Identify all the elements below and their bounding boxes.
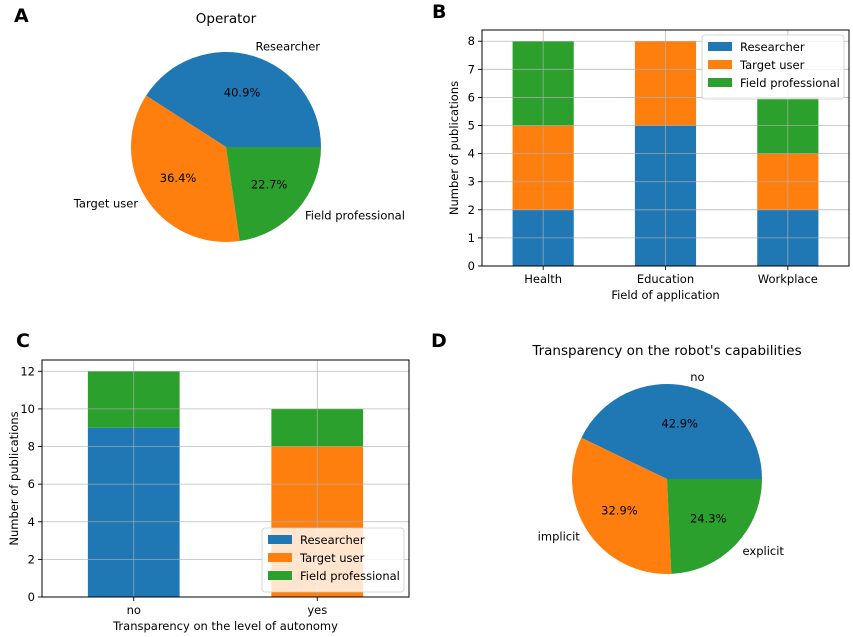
y-tick-label: 6 [28,477,35,491]
legend-label-field-professional: Field professional [300,569,400,583]
pie-slice-no [581,383,762,479]
panel-letter-c: C [16,330,30,352]
x-tick-label: Health [524,272,562,286]
y-tick-label: 8 [28,440,35,454]
stacked-bar-chart-field: 0 1 2 3 4 5 6 7 8 Health Education Workplace Field o… [447,29,850,302]
y-tick-label: 5 [468,119,475,133]
legend-swatch-target-user [268,553,292,562]
legend: Researcher Target user Field professional [701,34,845,100]
y-tick-label: 2 [468,203,475,217]
pie-label-researcher: Researcher [255,40,320,54]
pie-slice-researcher [146,51,321,147]
y-tick-label: 8 [468,34,475,48]
y-tick-label: 6 [468,90,475,104]
x-axis-label: Field of application [611,288,719,302]
pie-percent-label: 40.9% [224,85,261,99]
pie-slice-target-user [131,95,240,243]
chart-title: Transparency on the robot's capabilities [531,343,801,359]
y-tick-label: 2 [28,552,35,566]
legend-swatch-researcher [708,42,732,51]
axes-frame [41,359,410,598]
panel-letter-d: D [431,330,447,352]
legend-swatch-target-user [708,60,732,69]
legend-swatch-researcher [268,535,292,544]
pie-percent-label: 36.4% [160,171,197,185]
panel-letter-a: A [14,5,29,27]
y-tick-label: 7 [468,62,475,76]
pie-slice-field-professional [226,147,321,242]
legend-label-researcher: Researcher [300,533,365,547]
panel-letter-b: B [432,1,446,23]
pie-label-no: no [690,370,704,384]
x-axis-label: Transparency on the level of autonomy [112,619,338,633]
x-tick-label: no [127,603,141,617]
legend-box [261,527,405,593]
pie-percent-label: 42.9% [661,416,698,430]
x-tick-label: yes [307,603,327,617]
pie-label-explicit: explicit [743,544,785,558]
y-tick-label: 10 [20,402,35,416]
pie-percent-label: 22.7% [251,177,288,191]
chart-title: Operator [196,11,257,27]
pie-label-field-professional: Field professional [305,208,405,222]
stacked-bar-chart-autonomy: 0 2 4 6 8 10 12 no yes Transparency on the level … [7,359,410,633]
y-tick-label: 4 [468,147,475,161]
legend-label-researcher: Researcher [740,40,805,54]
y-tick-label: 4 [28,515,35,529]
y-tick-label: 1 [468,231,475,245]
y-axis-label: Number of publications [447,81,461,215]
y-axis-label: Number of publications [7,411,21,545]
y-tick-label: 0 [468,259,475,273]
y-tick-label: 0 [28,590,35,604]
pie-label-implicit: implicit [538,530,581,544]
pie-chart-operator: Operator 40.9% Researcher 36.4% Target user… [73,11,405,243]
y-tick-label: 12 [20,364,35,378]
pie-slice-implicit [571,437,672,574]
y-tick-label: 3 [468,175,475,189]
pie-slice-explicit [667,479,762,574]
legend: Researcher Target user Field professional [261,527,405,593]
legend-label-target-user: Target user [299,551,365,565]
legend-label-target-user: Target user [739,58,805,72]
legend-swatch-field-professional [708,78,732,87]
x-tick-label: Education [637,272,694,286]
x-tick-label: Workplace [758,272,818,286]
legend-box [701,34,845,100]
pie-percent-label: 32.9% [601,503,638,517]
legend-label-field-professional: Field professional [740,76,840,90]
pie-percent-label: 24.3% [690,511,727,525]
legend-swatch-field-professional [268,571,292,580]
pie-chart-capabilities: Transparency on the robot's capabilities… [531,343,802,574]
pie-label-target-user: Target user [73,197,139,211]
